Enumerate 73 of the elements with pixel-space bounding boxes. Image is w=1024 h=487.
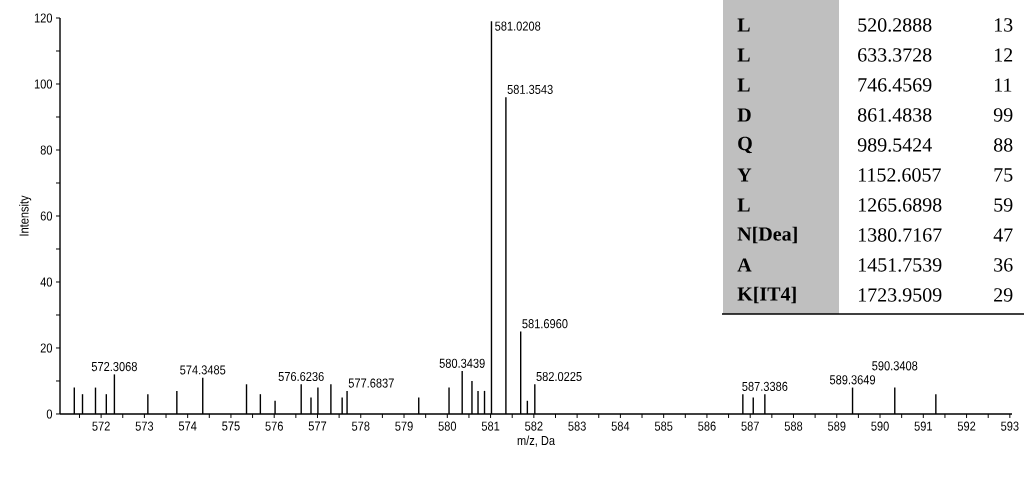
annotation: 582.0225 xyxy=(536,371,582,382)
x-tick-label: 591 xyxy=(914,421,932,431)
x-tick-label: 589 xyxy=(827,421,846,431)
annotation: 29 xyxy=(994,288,1013,302)
annotation: 88 xyxy=(993,138,1013,152)
x-tick-label: 587 xyxy=(741,421,759,431)
annotation: 12 xyxy=(994,48,1013,62)
annotation: 746.4569 xyxy=(858,78,932,92)
annotation: 589.3649 xyxy=(829,375,876,385)
annotation: 1723.9509 xyxy=(858,288,942,302)
x-tick-label: 576 xyxy=(265,421,283,431)
annotation: 11 xyxy=(994,78,1012,92)
y-axis-title: Intensity xyxy=(19,195,32,236)
x-tick-label: 579 xyxy=(395,421,413,431)
annotation: 581.0208 xyxy=(495,21,541,31)
y-tick-label: 120 xyxy=(34,13,53,23)
x-tick-label: 588 xyxy=(784,421,803,431)
annotation: 1451.7539 xyxy=(858,258,942,272)
annotation: 1152.6057 xyxy=(858,168,941,182)
annotation: 99 xyxy=(993,108,1013,122)
y-tick-label: 40 xyxy=(40,277,53,287)
x-tick-label: 574 xyxy=(178,421,197,431)
y-tick-label: 80 xyxy=(40,145,53,155)
annotation: 520.2888 xyxy=(858,18,932,32)
x-tick-label: 572 xyxy=(92,421,110,431)
annotation: N[Dea] xyxy=(737,226,797,244)
x-tick-label: 575 xyxy=(222,421,240,431)
x-axis-title: m/z, Da xyxy=(517,435,556,447)
annotation: 590.3408 xyxy=(872,361,918,371)
annotation: 633.3728 xyxy=(858,48,932,62)
annotation: 572.3068 xyxy=(91,361,137,372)
y-tick-label: 100 xyxy=(34,79,53,89)
x-tick-label: 586 xyxy=(698,421,716,431)
annotation: L xyxy=(737,78,750,92)
annotation: 59 xyxy=(994,198,1013,212)
annotation: 576.6236 xyxy=(278,371,324,382)
annotation: 861.4838 xyxy=(857,108,932,122)
x-tick-label: 584 xyxy=(611,421,630,431)
x-tick-label: 592 xyxy=(957,421,976,431)
annotation: 1380.7167 xyxy=(858,228,942,242)
annotation: 13 xyxy=(994,18,1013,32)
annotation: 47 xyxy=(993,228,1013,242)
annotation: A xyxy=(737,258,752,272)
annotation: L xyxy=(737,198,750,212)
y-tick-label: 0 xyxy=(46,409,53,419)
annotation: 580.3439 xyxy=(439,358,485,368)
annotation: D xyxy=(737,108,751,122)
x-tick-label: 582 xyxy=(525,421,543,431)
annotation: L xyxy=(737,48,750,62)
annotation: 36 xyxy=(994,258,1013,272)
x-tick-label: 593 xyxy=(1001,421,1019,431)
annotation: 581.6960 xyxy=(522,319,568,329)
annotation: K[IT4] xyxy=(737,286,796,304)
annotation: Y xyxy=(737,168,752,182)
annotation: 577.6837 xyxy=(348,378,394,388)
x-tick-label: 578 xyxy=(351,421,370,431)
annotation: 587.3386 xyxy=(742,381,788,391)
annotation: L xyxy=(737,18,750,32)
y-tick-label: 20 xyxy=(40,343,53,353)
x-tick-label: 580 xyxy=(438,421,457,431)
y-tick-label: 60 xyxy=(40,211,53,221)
x-tick-label: 585 xyxy=(654,421,673,431)
annotation: 1265.6898 xyxy=(858,198,942,212)
annotation: 581.3543 xyxy=(507,84,553,94)
x-tick-label: 577 xyxy=(308,421,327,431)
annotation: Q xyxy=(738,136,752,154)
x-tick-label: 573 xyxy=(135,421,154,431)
x-tick-label: 581 xyxy=(481,421,500,431)
annotation: 574.3485 xyxy=(180,365,226,375)
annotation: 75 xyxy=(994,168,1013,182)
x-tick-label: 583 xyxy=(568,421,586,431)
annotation: 989.5424 xyxy=(857,138,932,152)
x-tick-label: 590 xyxy=(871,421,889,431)
